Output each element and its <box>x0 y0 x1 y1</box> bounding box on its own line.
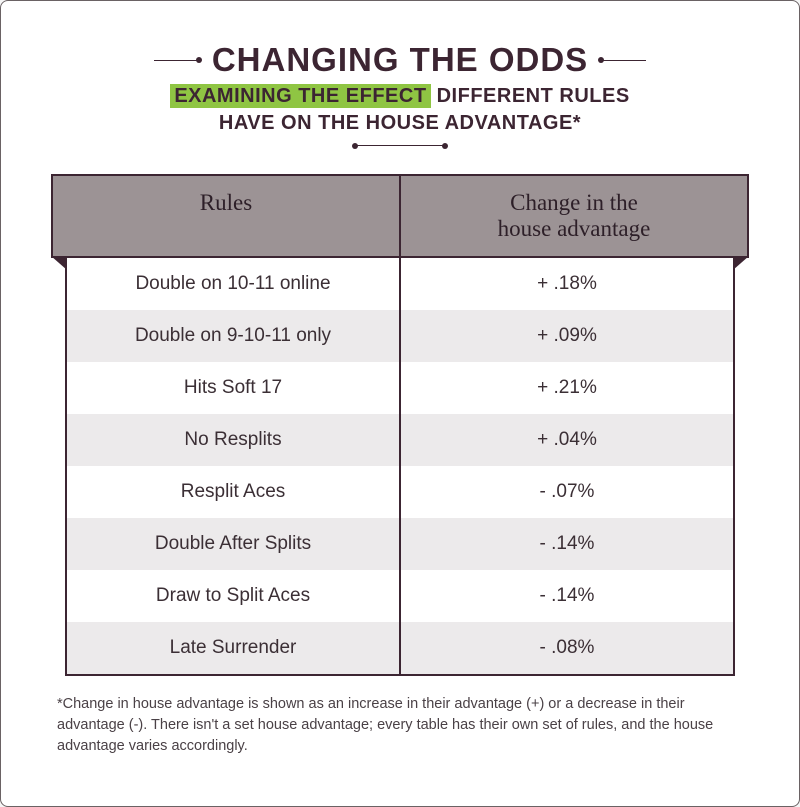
cell-change: + .21% <box>401 362 733 414</box>
cell-rule: Hits Soft 17 <box>67 362 401 414</box>
banner-tail-icon <box>733 256 749 270</box>
banner-tail-icon <box>51 256 67 270</box>
col-header-rules: Rules <box>53 176 401 256</box>
cell-rule: Double After Splits <box>67 518 401 570</box>
cell-rule: Double on 10-11 online <box>67 258 401 310</box>
ornament-divider-icon <box>355 145 445 146</box>
table-row: Double After Splits- .14% <box>67 518 733 570</box>
cell-change: - .14% <box>401 518 733 570</box>
cell-rule: Resplit Aces <box>67 466 401 518</box>
main-title: CHANGING THE ODDS <box>212 41 588 79</box>
title-text: CHANGING THE ODDS <box>212 41 588 78</box>
cell-change: - .07% <box>401 466 733 518</box>
cell-rule: No Resplits <box>67 414 401 466</box>
table-row: Draw to Split Aces- .14% <box>67 570 733 622</box>
col-header-change: Change in thehouse advantage <box>401 176 747 256</box>
footnote: *Change in house advantage is shown as a… <box>51 694 749 757</box>
cell-change: + .09% <box>401 310 733 362</box>
table-header: Rules Change in thehouse advantage <box>51 174 749 258</box>
cell-rule: Late Surrender <box>67 622 401 674</box>
table-row: Double on 10-11 online+ .18% <box>67 258 733 310</box>
ornament-dot-icon <box>196 57 202 63</box>
title-block: CHANGING THE ODDS EXAMINING THE EFFECT D… <box>51 41 749 146</box>
cell-change: - .14% <box>401 570 733 622</box>
info-card: CHANGING THE ODDS EXAMINING THE EFFECT D… <box>0 0 800 807</box>
subtitle-highlight: EXAMINING THE EFFECT <box>170 84 430 108</box>
table-row: Hits Soft 17+ .21% <box>67 362 733 414</box>
subtitle: EXAMINING THE EFFECT DIFFERENT RULES HAV… <box>51 83 749 137</box>
cell-rule: Double on 9-10-11 only <box>67 310 401 362</box>
table-row: Late Surrender- .08% <box>67 622 733 674</box>
cell-change: + .04% <box>401 414 733 466</box>
cell-change: + .18% <box>401 258 733 310</box>
table-row: Double on 9-10-11 only+ .09% <box>67 310 733 362</box>
divider-wrap <box>51 145 749 146</box>
ornament-dot-icon <box>598 57 604 63</box>
subtitle-line2: HAVE ON THE HOUSE ADVANTAGE* <box>219 112 581 134</box>
table-row: Resplit Aces- .07% <box>67 466 733 518</box>
table-body: Double on 10-11 online+ .18%Double on 9-… <box>65 258 735 676</box>
cell-change: - .08% <box>401 622 733 674</box>
table-row: No Resplits+ .04% <box>67 414 733 466</box>
rules-table: Rules Change in thehouse advantage Doubl… <box>51 174 749 676</box>
subtitle-rest: DIFFERENT RULES <box>431 85 630 107</box>
cell-rule: Draw to Split Aces <box>67 570 401 622</box>
